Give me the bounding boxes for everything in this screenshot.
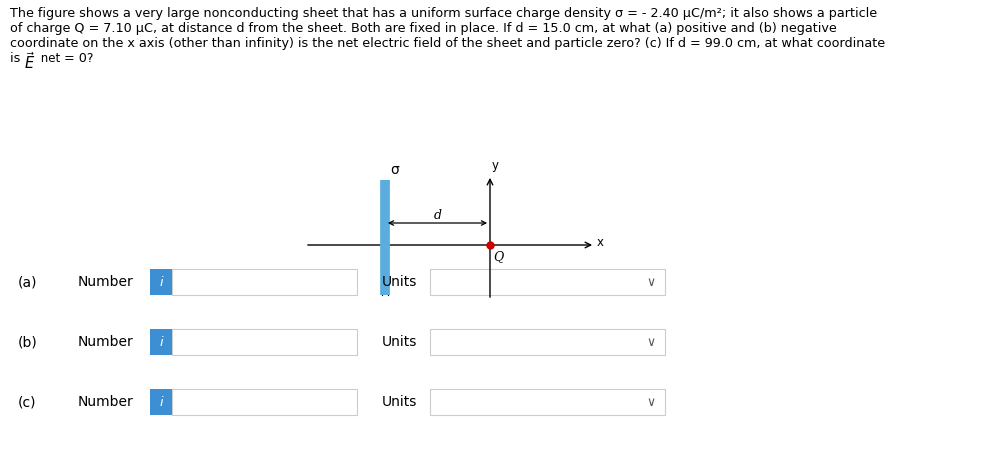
Text: ∨: ∨ bbox=[647, 336, 656, 348]
Text: d: d bbox=[434, 209, 441, 222]
Text: of charge Q = 7.10 μC, at distance d from the sheet. Both are fixed in place. If: of charge Q = 7.10 μC, at distance d fro… bbox=[10, 22, 836, 35]
Text: Q: Q bbox=[493, 250, 503, 263]
Text: σ: σ bbox=[390, 163, 399, 177]
Text: (a): (a) bbox=[18, 275, 38, 289]
Text: i: i bbox=[159, 275, 163, 288]
Text: Number: Number bbox=[78, 275, 134, 289]
Text: Number: Number bbox=[78, 335, 134, 349]
Text: x: x bbox=[597, 237, 604, 250]
Text: Units: Units bbox=[382, 335, 418, 349]
Text: ∨: ∨ bbox=[647, 275, 656, 288]
FancyBboxPatch shape bbox=[150, 329, 172, 355]
FancyBboxPatch shape bbox=[172, 389, 357, 415]
Text: (b): (b) bbox=[18, 335, 38, 349]
FancyBboxPatch shape bbox=[430, 329, 665, 355]
Text: = 0?: = 0? bbox=[60, 52, 93, 65]
Text: The figure shows a very large nonconducting sheet that has a uniform surface cha: The figure shows a very large nonconduct… bbox=[10, 7, 877, 20]
FancyBboxPatch shape bbox=[150, 389, 172, 415]
FancyBboxPatch shape bbox=[172, 329, 357, 355]
Text: $\vec{E}$: $\vec{E}$ bbox=[24, 51, 36, 72]
FancyBboxPatch shape bbox=[430, 389, 665, 415]
Text: Units: Units bbox=[382, 395, 418, 409]
Text: coordinate on the x axis (other than infinity) is the net electric field of the : coordinate on the x axis (other than inf… bbox=[10, 37, 885, 50]
Text: Units: Units bbox=[382, 275, 418, 289]
Text: i: i bbox=[159, 396, 163, 408]
Text: y: y bbox=[492, 159, 499, 172]
Text: net: net bbox=[37, 52, 61, 65]
Text: is: is bbox=[10, 52, 25, 65]
Text: i: i bbox=[159, 336, 163, 348]
Text: ∨: ∨ bbox=[647, 396, 656, 408]
FancyBboxPatch shape bbox=[430, 269, 665, 295]
FancyBboxPatch shape bbox=[172, 269, 357, 295]
Text: Number: Number bbox=[78, 395, 134, 409]
Text: (c): (c) bbox=[18, 395, 37, 409]
FancyBboxPatch shape bbox=[150, 269, 172, 295]
